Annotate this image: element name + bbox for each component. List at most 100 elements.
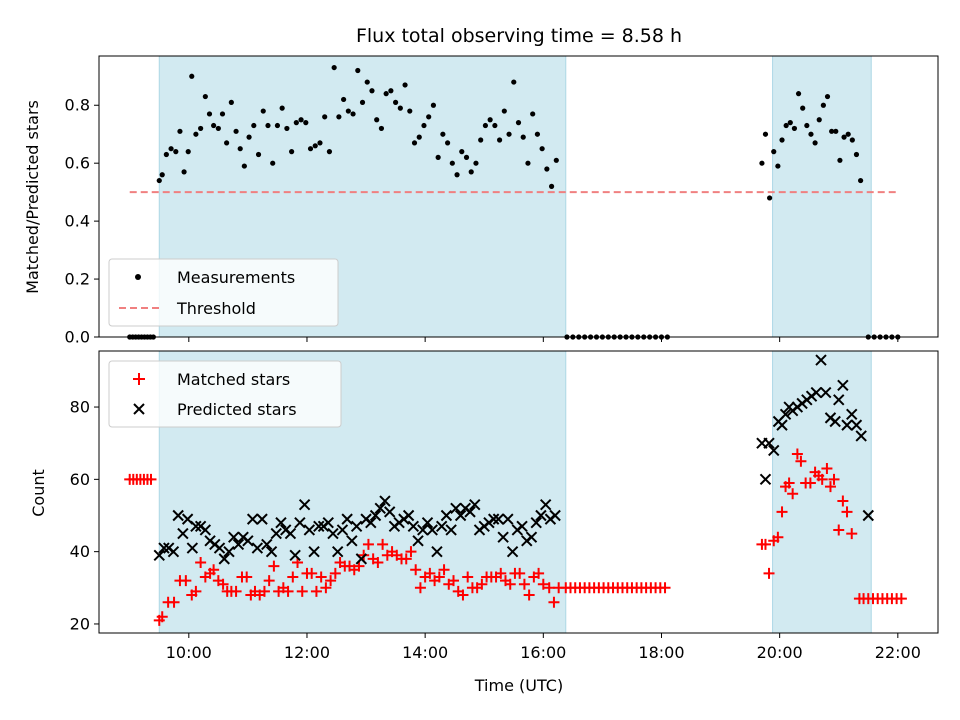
matched-star-point	[504, 578, 516, 590]
legend-measurements-label: Measurements	[177, 268, 295, 287]
measurement-point	[520, 134, 526, 140]
measurement-point	[331, 64, 337, 71]
measurement-point	[159, 172, 165, 178]
measurement-point	[515, 120, 522, 126]
measurement-point	[241, 163, 247, 169]
measurement-point	[496, 137, 503, 143]
bottom-y-tick-label: 80	[70, 398, 90, 417]
measurement-point	[478, 137, 484, 143]
measurement-point	[369, 88, 375, 94]
matched-star-point	[217, 578, 229, 590]
measurement-point	[255, 151, 262, 158]
measurement-point	[289, 149, 295, 155]
measurement-point	[312, 143, 318, 149]
measurement-point	[816, 117, 822, 123]
predicted-star-point	[829, 415, 841, 428]
measurement-point	[421, 122, 427, 129]
measurement-point	[228, 99, 234, 105]
matched-star-point	[400, 553, 412, 565]
matched-star-point	[282, 585, 294, 597]
predicted-star-point	[469, 498, 481, 511]
predicted-star-point	[417, 524, 429, 536]
matched-star-point	[241, 571, 253, 583]
predicted-star-point	[331, 545, 344, 558]
top-x-ticks	[188, 337, 899, 342]
predicted-star-point	[275, 517, 287, 529]
measurement-point	[326, 149, 333, 155]
measurement-point	[530, 111, 536, 117]
predicted-star-point	[355, 553, 368, 565]
measurement-point	[416, 134, 422, 140]
measurement-points	[127, 64, 901, 340]
predicted-star-point	[213, 542, 226, 554]
measurement-point	[459, 149, 465, 155]
predicted-star-point	[402, 509, 415, 522]
predicted-star-point	[539, 498, 552, 511]
x-tick-label: 12:00	[284, 643, 330, 662]
measurement-point	[341, 96, 347, 103]
measurement-point	[355, 67, 361, 74]
matched-star-point	[841, 506, 853, 518]
matched-star-point	[772, 531, 784, 543]
predicted-star-point	[313, 520, 325, 533]
predicted-star-point	[153, 549, 165, 561]
measurement-point	[224, 140, 230, 146]
matched-star-point	[816, 473, 828, 485]
legend-predicted-marker	[133, 403, 145, 415]
matched-star-point	[548, 596, 560, 608]
measurement-point	[198, 125, 204, 132]
bottom-y-tick-label: 20	[70, 614, 90, 633]
measurement-point	[279, 105, 285, 111]
predicted-star-point	[270, 527, 282, 540]
measurement-point	[402, 82, 408, 88]
matched-star-point	[783, 477, 795, 489]
legend-matched-label: Matched stars	[177, 370, 290, 389]
measurement-point	[820, 102, 826, 108]
matched-star-point	[791, 448, 803, 460]
measurement-point	[762, 131, 769, 137]
matched-star-point	[787, 488, 799, 500]
measurement-point	[237, 146, 243, 152]
matched-star-point	[821, 463, 833, 474]
measurement-point	[246, 134, 252, 140]
measurement-point	[265, 122, 271, 129]
predicted-star-point	[298, 498, 311, 511]
measurement-point	[181, 169, 187, 175]
bottom-x-ticks: 10:00 12:00 14:00 16:00 18:00 20:00 22:00	[166, 633, 921, 662]
bottom-legend: Matched stars Predicted stars	[108, 360, 342, 428]
measurement-point	[812, 140, 818, 146]
predicted-star-point	[327, 527, 339, 540]
measurement-point	[202, 93, 208, 100]
predicted-star-point	[167, 545, 180, 558]
measurement-point	[553, 157, 559, 163]
predicted-star-point	[497, 531, 509, 543]
measurement-point	[544, 166, 550, 172]
x-axis-label: Time (UTC)	[474, 676, 563, 695]
predicted-star-point	[369, 509, 382, 522]
matched-star-point	[410, 564, 422, 576]
predicted-star-point	[172, 509, 184, 522]
measurement-point	[853, 151, 860, 158]
measurement-point	[783, 122, 789, 129]
bottom-panel: 20 40 60 80 10:00 12:00 14:00 16:00 18:00 20:00 2…	[29, 350, 939, 695]
x-tick-label: 20:00	[757, 643, 803, 662]
measurement-point	[767, 195, 773, 201]
matched-star-point	[523, 589, 535, 601]
matched-star-point	[310, 585, 322, 597]
measurement-point	[539, 146, 545, 152]
predicted-star-point	[502, 513, 514, 525]
measurement-point	[440, 131, 446, 137]
predicted-star-point	[776, 419, 788, 431]
measurement-point	[298, 117, 304, 123]
predicted-star-point	[815, 354, 827, 366]
matched-star-point	[846, 528, 858, 540]
predicted-star-point	[265, 545, 278, 558]
measurement-point	[525, 160, 531, 166]
predicted-star-point	[350, 520, 363, 533]
top-panel: 0.00.20.40.60.8 Matched/Predicted stars …	[23, 55, 939, 347]
matched-star-point	[377, 538, 389, 550]
measurement-point	[317, 140, 323, 146]
measurement-point	[407, 108, 413, 114]
predicted-star-point	[435, 520, 448, 533]
